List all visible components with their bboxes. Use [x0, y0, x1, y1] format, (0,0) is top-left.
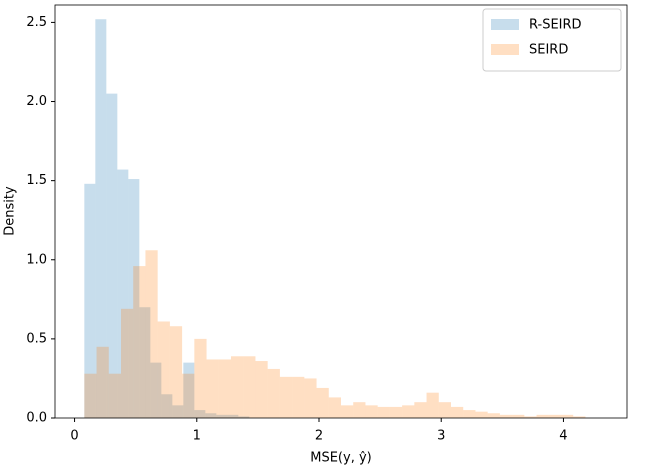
histogram-bar — [463, 410, 476, 418]
histogram-bar — [238, 416, 250, 418]
histogram-bar — [205, 413, 217, 418]
histogram-bar — [172, 405, 184, 418]
histogram-bar — [157, 321, 170, 418]
histogram-bar — [169, 326, 183, 418]
y-axis-label: Density — [3, 186, 18, 236]
histogram-bar — [183, 362, 195, 418]
histogram-bar — [524, 416, 537, 418]
x-tick-label: 4 — [559, 429, 567, 444]
histogram-bar — [218, 359, 231, 418]
histogram-bar — [451, 406, 464, 418]
legend-swatch — [491, 19, 519, 30]
histogram-bar — [536, 414, 549, 418]
histogram-bar — [292, 376, 305, 418]
histogram-bar — [227, 414, 239, 418]
histogram-bar — [573, 416, 586, 418]
histogram-bar — [426, 392, 439, 418]
histogram-bar — [194, 410, 206, 418]
x-tick-label: 3 — [437, 429, 445, 444]
x-tick-label: 2 — [315, 429, 323, 444]
histogram-bar — [255, 361, 268, 418]
histogram-bar — [216, 414, 228, 418]
histogram-bar — [139, 307, 151, 418]
x-axis-label: MSE(y, ŷ) — [310, 451, 371, 466]
histogram-bar — [96, 346, 109, 418]
histogram-bar — [402, 405, 415, 418]
legend-box — [482, 8, 622, 72]
histogram-bar — [438, 402, 451, 418]
histogram-bar — [206, 359, 219, 418]
histogram-bar — [128, 179, 140, 418]
histogram-bar — [316, 387, 329, 418]
legend-label: R-SEIRD — [529, 18, 582, 33]
histogram-bar — [512, 414, 525, 418]
histogram-bar — [182, 373, 195, 418]
histogram-bar — [194, 338, 207, 418]
histogram-bar — [84, 183, 96, 418]
histogram-bar — [243, 356, 256, 418]
histogram-bar — [145, 250, 158, 418]
histogram-bar — [341, 405, 354, 418]
histogram-bar — [487, 413, 500, 418]
y-tick-label: 0.0 — [26, 411, 47, 426]
histogram-bar — [548, 414, 561, 418]
legend-swatch — [491, 44, 519, 55]
histogram-bar — [304, 378, 317, 418]
histogram-bar — [106, 93, 118, 418]
x-tick-label: 1 — [193, 429, 201, 444]
histogram-bar — [150, 362, 162, 418]
plot-frame — [54, 4, 628, 419]
histogram-bar — [108, 373, 121, 418]
histogram-bar — [267, 368, 280, 418]
histogram-bar — [279, 376, 293, 418]
histogram-bar — [328, 397, 341, 418]
y-tick-label: 1.5 — [26, 173, 47, 188]
histogram-bar — [353, 402, 366, 418]
histogram-bar — [231, 356, 244, 418]
x-tick-label: 0 — [70, 429, 78, 444]
histogram-bar — [389, 406, 403, 418]
y-tick-label: 2.0 — [26, 94, 47, 109]
histogram-bar — [365, 405, 378, 418]
histogram-bar — [561, 414, 574, 418]
histogram-bar — [161, 394, 173, 418]
histogram-bar — [95, 19, 107, 418]
histogram-bar — [84, 373, 97, 418]
y-tick-label: 1.0 — [26, 252, 47, 267]
histogram-bar — [377, 406, 390, 418]
y-tick-label: 2.5 — [26, 15, 47, 30]
histogram-bar — [499, 414, 513, 418]
histogram-bar — [121, 308, 134, 418]
y-tick-label: 0.5 — [26, 331, 47, 346]
histogram-bar — [475, 411, 488, 418]
histogram-bar — [414, 402, 427, 418]
legend-label: SEIRD — [529, 43, 568, 58]
histogram-bar — [117, 169, 129, 418]
histogram-bar — [133, 266, 146, 418]
